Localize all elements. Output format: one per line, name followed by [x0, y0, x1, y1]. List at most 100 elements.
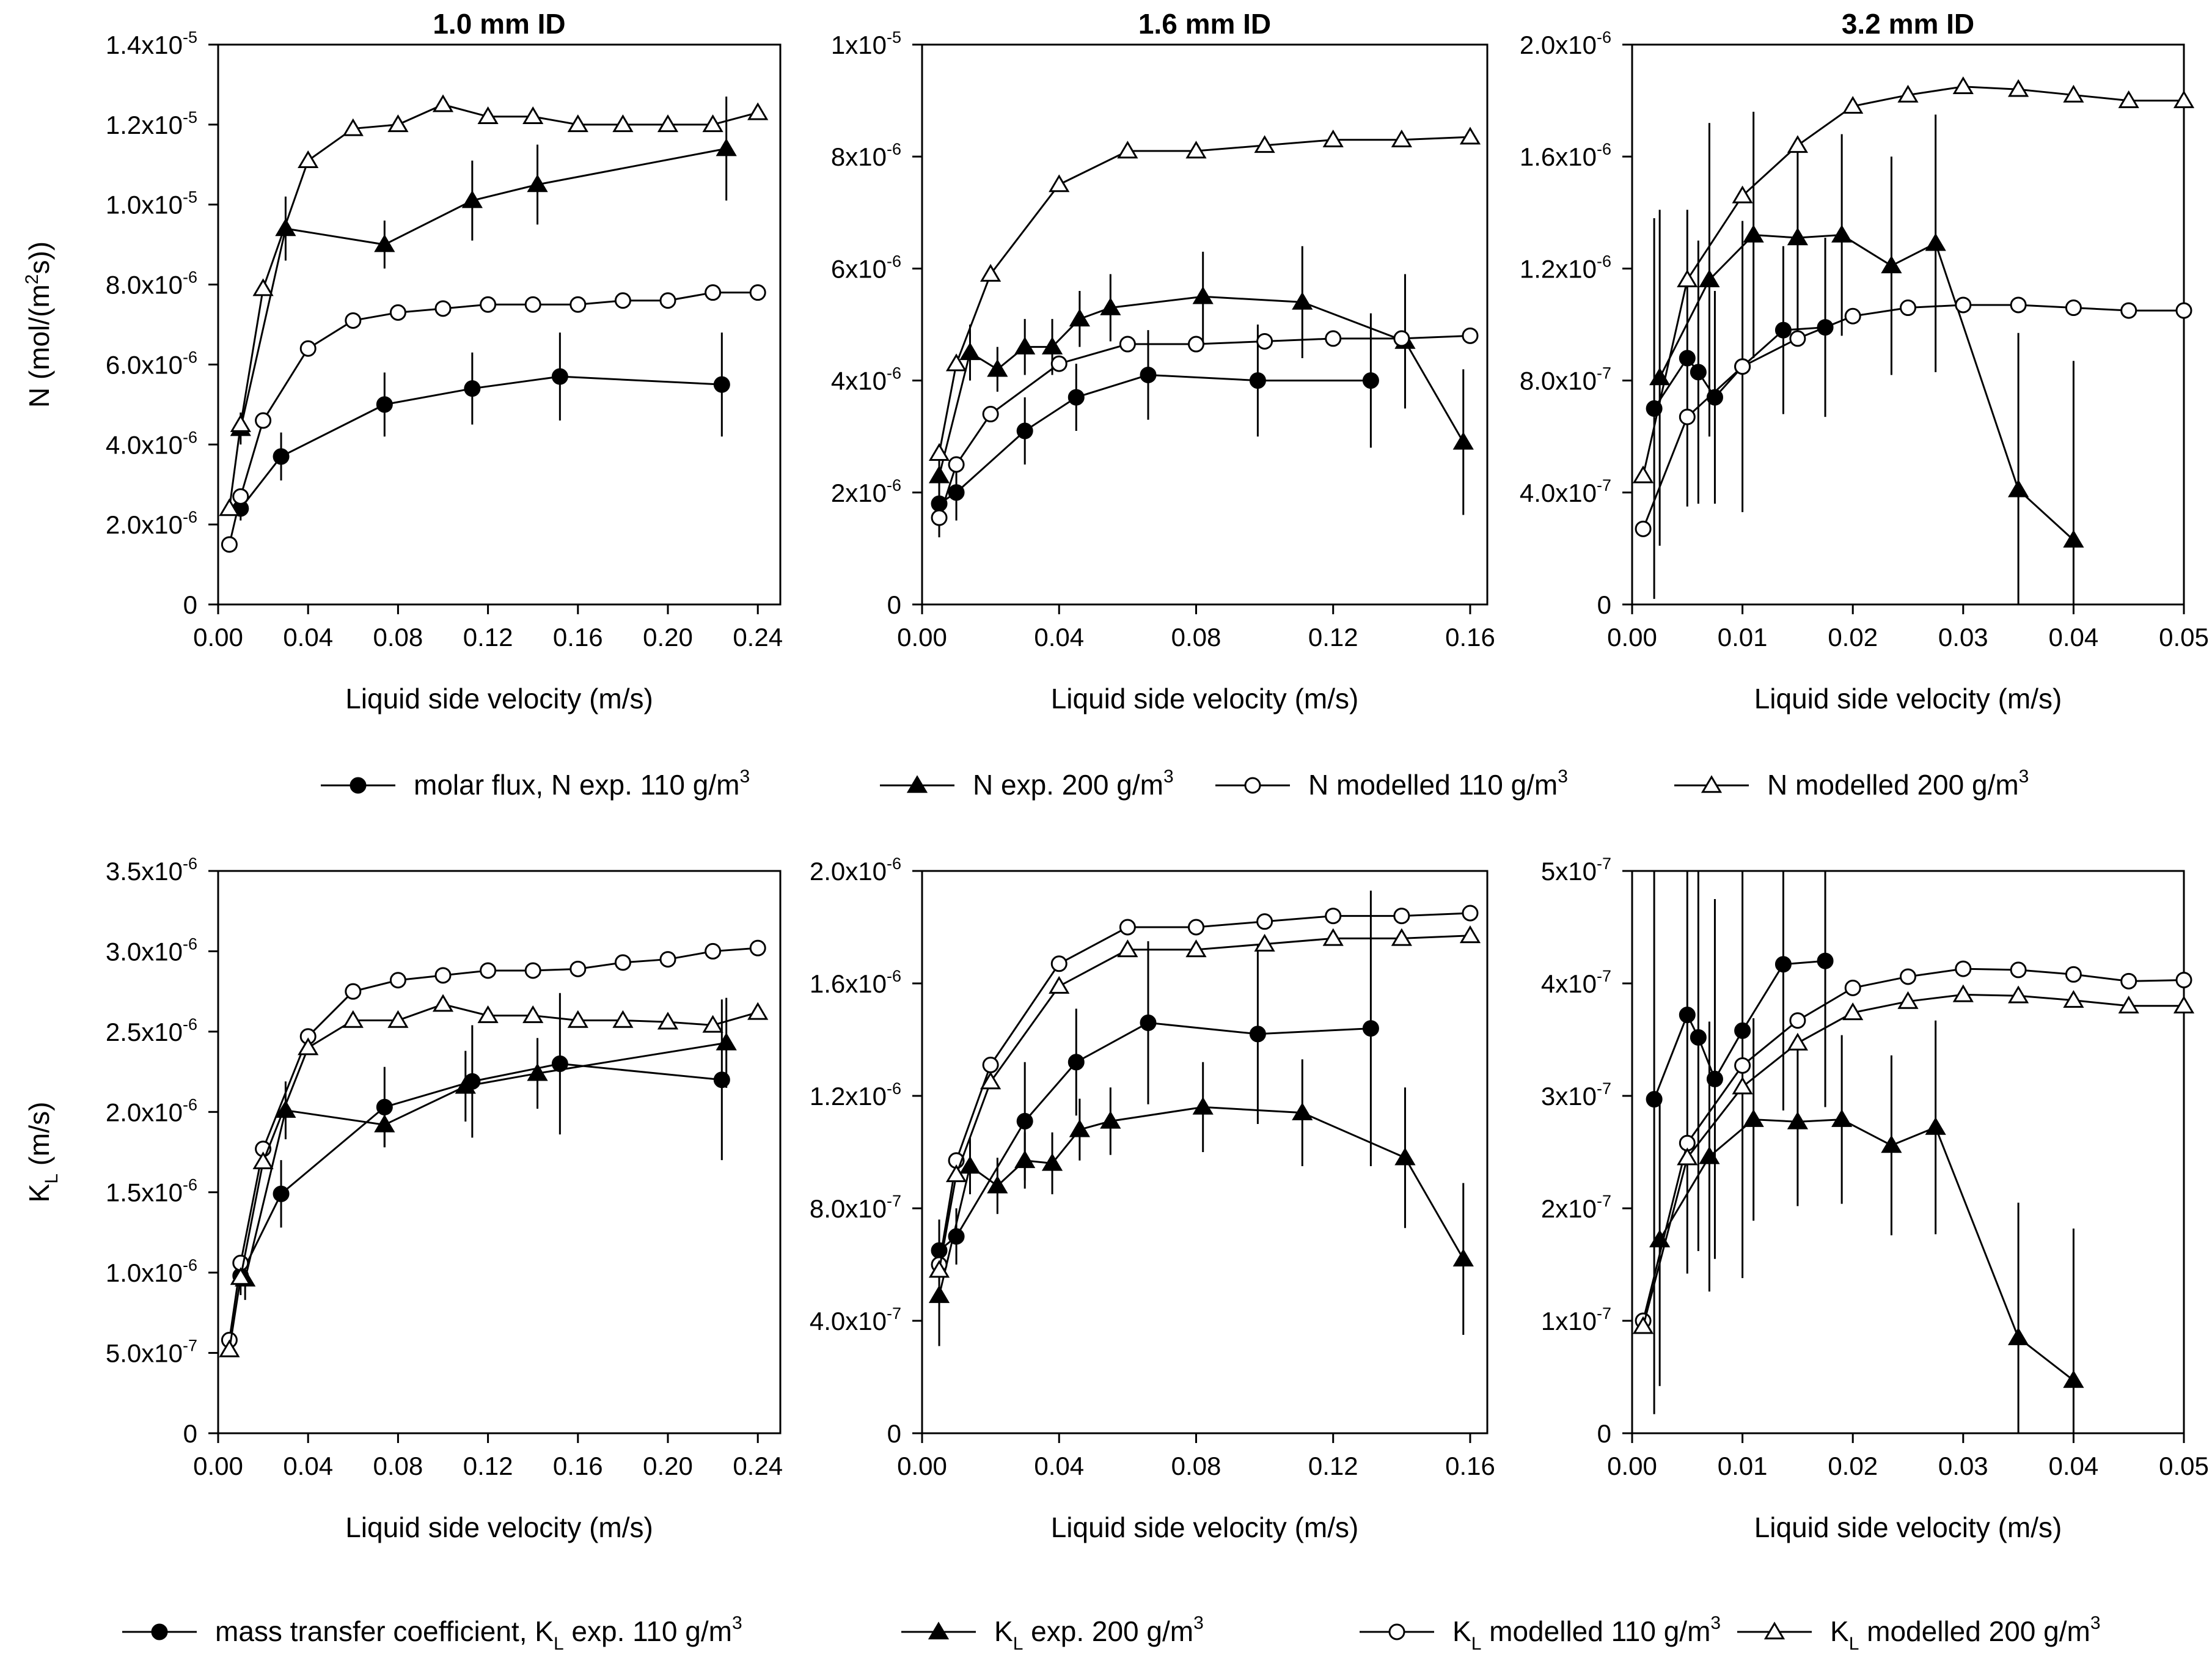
- data-point: [299, 340, 317, 357]
- plot-frame: [1631, 870, 2185, 1434]
- data-point: [1897, 991, 1919, 1009]
- y-tick-label: 6x10-6: [831, 252, 901, 283]
- data-point: [2120, 972, 2137, 990]
- x-tick-label: 0.20: [643, 1452, 693, 1480]
- y-tick-label: 4.0x10-6: [106, 428, 197, 459]
- data-point: [1844, 979, 1861, 996]
- plot-frame: [921, 870, 1489, 1434]
- series-line: [1642, 993, 2184, 1327]
- data-point: [1049, 975, 1070, 994]
- data-point: [232, 488, 249, 505]
- data-point: [1393, 908, 1410, 925]
- plot-frame: [217, 43, 782, 606]
- data-point: [928, 1260, 950, 1278]
- data-point: [252, 278, 274, 296]
- data-point: [1322, 928, 1344, 946]
- x-tick-label: 0.02: [1828, 1452, 1878, 1480]
- data-point: [1362, 1020, 1379, 1037]
- data-point: [612, 1010, 634, 1028]
- data-point: [702, 114, 723, 133]
- data-point: [1952, 984, 1974, 1002]
- data-point: [1897, 84, 1919, 103]
- data-point: [1050, 355, 1068, 372]
- data-point: [219, 1339, 240, 1357]
- data-point: [1679, 1007, 1696, 1024]
- x-tick-label: 0.00: [193, 1452, 243, 1480]
- data-point: [569, 960, 587, 977]
- series-line: [939, 373, 1371, 505]
- data-point: [477, 1005, 499, 1023]
- data-point: [1635, 520, 1652, 537]
- y-axis-label-top: N (mol/(m2s)): [22, 241, 55, 408]
- data-point: [1014, 336, 1036, 354]
- x-axis-label: Liquid side velocity (m/s): [1754, 683, 2062, 714]
- data-point: [480, 296, 497, 313]
- y-tick-label: 0: [887, 1419, 901, 1448]
- data-point: [1844, 307, 1861, 325]
- data-point: [527, 174, 548, 193]
- data-point: [2173, 996, 2195, 1014]
- data-point: [1249, 372, 1266, 389]
- data-point: [749, 939, 766, 957]
- y-tick-label: 8.0x10-7: [810, 1192, 901, 1223]
- data-point: [1185, 939, 1207, 958]
- legend-item: KL modelled 200 g/m3: [1737, 1613, 2101, 1654]
- data-point: [1050, 955, 1068, 972]
- series-line: [938, 334, 1471, 518]
- legend-label: KL modelled 200 g/m3: [1830, 1613, 2101, 1654]
- x-tick-label: 0.04: [283, 623, 333, 652]
- plot-frame: [1631, 43, 2185, 606]
- data-point: [1394, 1147, 1416, 1166]
- data-point: [948, 484, 965, 501]
- y-tick-label: 8.0x10-6: [106, 268, 197, 299]
- y-tick-label: 2.5x10-6: [106, 1015, 197, 1046]
- y-tick-label: 4.0x10-7: [1520, 476, 1611, 507]
- x-tick-label: 0.05: [2159, 623, 2209, 652]
- data-point: [1014, 1150, 1036, 1169]
- chart-panel-1: 1.0 mm ID 0.00 0.04 0.08 0.12 0.16 0.20 0.24 0 2.…: [106, 8, 783, 714]
- series-line: [228, 103, 758, 509]
- x-tick-label: 0.16: [1445, 623, 1495, 652]
- data-point: [747, 1002, 769, 1020]
- data-point: [1743, 224, 1764, 243]
- data-point: [2010, 296, 2027, 314]
- data-point: [1254, 933, 1275, 952]
- legend-item: N modelled 200 g/m3: [1674, 766, 2029, 801]
- chart-panel-4: 0.00 0.04 0.08 0.12 0.16 0.20 0.24 0 5.0x10-7 1.0…: [106, 854, 783, 1543]
- series-line: [938, 295, 1465, 476]
- data-point: [374, 234, 395, 252]
- data-point: [945, 1164, 967, 1183]
- data-point: [1256, 913, 1273, 930]
- data-point: [1192, 1096, 1214, 1115]
- series-3: [221, 939, 766, 1349]
- y-tick-label: 4x10-6: [831, 364, 901, 395]
- data-point: [1677, 1147, 1698, 1166]
- x-tick-label: 0.00: [193, 623, 243, 652]
- data-point: [1842, 96, 1864, 114]
- chart-panel-6: 0.00 0.01 0.02 0.03 0.04 0.05 0 1x10-7 2x10-7 3x1…: [1541, 854, 2209, 1543]
- data-point: [716, 138, 737, 156]
- series-2: [235, 997, 737, 1300]
- y-tick-label: 1.0x10-6: [106, 1256, 197, 1287]
- data-point: [255, 412, 272, 429]
- x-tick-label: 0.04: [283, 1452, 333, 1480]
- data-point: [275, 218, 296, 237]
- legend-bottom: mass transfer coefficient, KL exp. 110 g…: [122, 1613, 2101, 1654]
- data-point: [2120, 302, 2137, 319]
- data-point: [273, 1185, 290, 1202]
- x-tick-label: 0.16: [1445, 1452, 1495, 1480]
- data-point: [1881, 1135, 1902, 1153]
- data-point: [713, 376, 730, 393]
- data-point: [1734, 1057, 1751, 1074]
- data-point: [434, 967, 452, 984]
- data-point: [1881, 255, 1902, 274]
- data-point: [1690, 1029, 1707, 1046]
- y-tick-label: 2x10-7: [1541, 1192, 1611, 1223]
- data-point: [376, 396, 393, 413]
- data-point: [1787, 227, 1809, 246]
- chart-panel-5: 0.00 0.04 0.08 0.12 0.16 0 4.0x10-7 8.0x10-7 1.2…: [810, 854, 1495, 1543]
- data-point: [2173, 90, 2195, 108]
- x-tick-label: 0.12: [1308, 623, 1358, 652]
- legend-item: KL modelled 110 g/m3: [1360, 1613, 1721, 1654]
- x-tick-label: 0.03: [1938, 1452, 1988, 1480]
